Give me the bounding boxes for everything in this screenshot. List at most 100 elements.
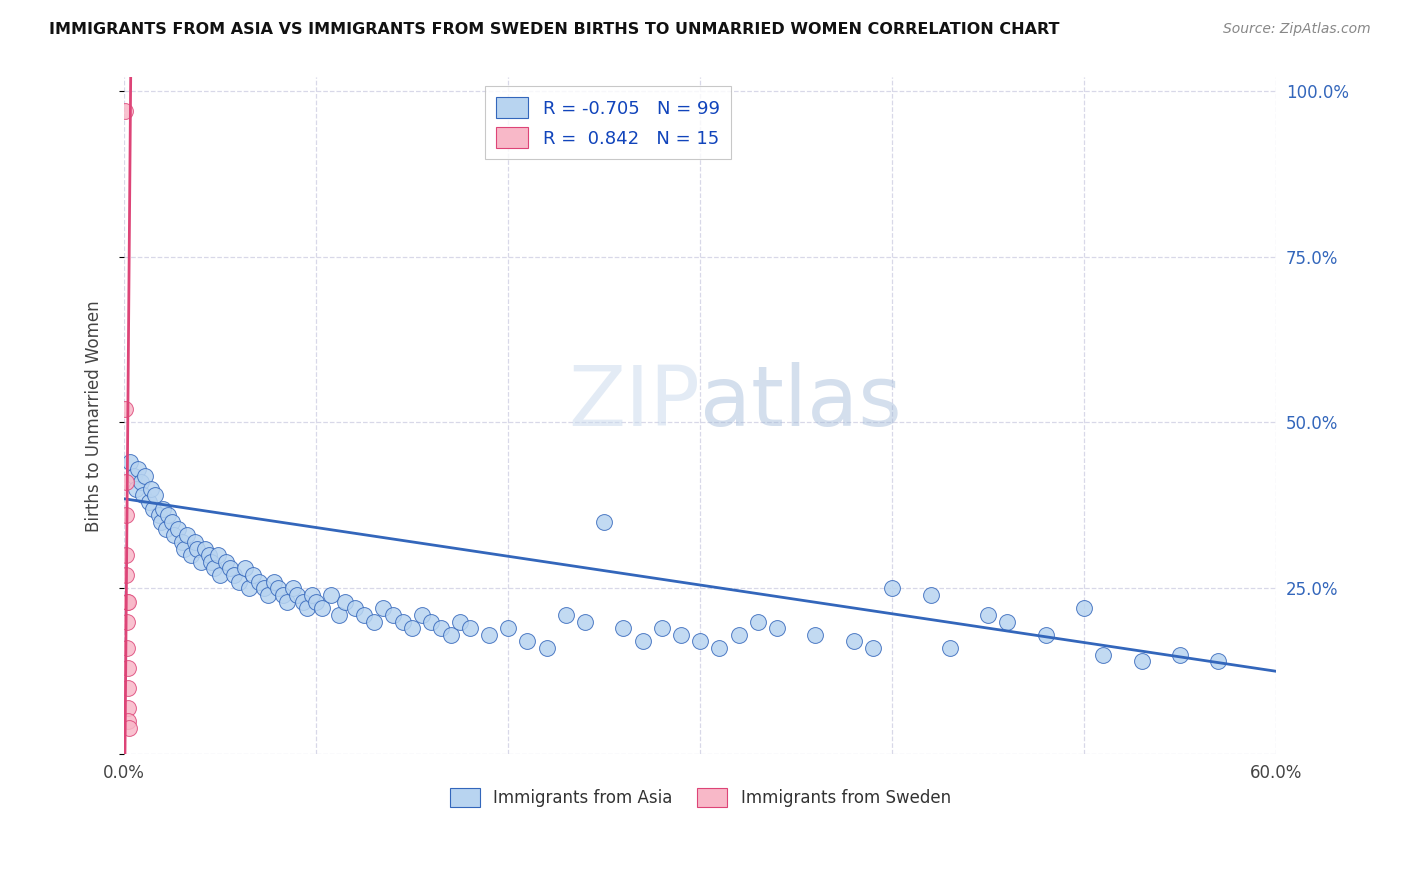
Point [202, 561, 225, 575]
Text: Source: ZipAtlas.com: Source: ZipAtlas.com [1223, 22, 1371, 37]
Point [651, 621, 673, 635]
Point [295, 601, 318, 615]
Point [155, 522, 177, 536]
Point [449, 615, 471, 629]
Point [439, 628, 461, 642]
Point [263, 574, 285, 589]
Point [842, 634, 865, 648]
Point [709, 641, 731, 656]
Point [938, 641, 960, 656]
Point [574, 615, 596, 629]
Point [333, 594, 356, 608]
Point [118, 721, 141, 735]
Point [689, 634, 711, 648]
Point [115, 508, 138, 523]
Point [381, 607, 404, 622]
Point [995, 615, 1018, 629]
Point [152, 501, 174, 516]
Point [747, 615, 769, 629]
Point [122, 468, 145, 483]
Point [301, 588, 323, 602]
Point [862, 641, 884, 656]
Point [363, 615, 385, 629]
Point [343, 601, 366, 615]
Point [536, 641, 558, 656]
Point [804, 628, 827, 642]
Point [267, 582, 290, 596]
Point [228, 574, 250, 589]
Point [124, 482, 146, 496]
Point [138, 495, 160, 509]
Point [273, 588, 295, 602]
Point [163, 528, 186, 542]
Y-axis label: Births to Unmarried Women: Births to Unmarried Women [86, 300, 103, 532]
Point [1208, 654, 1230, 668]
Point [727, 628, 749, 642]
Point [478, 628, 501, 642]
Point [117, 700, 139, 714]
Point [167, 522, 190, 536]
Point [311, 601, 333, 615]
Point [411, 607, 433, 622]
Point [114, 475, 136, 490]
Point [157, 508, 180, 523]
Point [458, 621, 481, 635]
Point [430, 621, 453, 635]
Point [170, 534, 193, 549]
Point [134, 468, 156, 483]
Point [180, 548, 202, 562]
Point [281, 582, 304, 596]
Point [115, 594, 138, 608]
Point [1035, 628, 1057, 642]
Point [612, 621, 634, 635]
Point [218, 561, 240, 575]
Point [117, 714, 139, 728]
Point [391, 615, 413, 629]
Point [115, 548, 138, 562]
Text: atlas: atlas [700, 362, 901, 442]
Point [420, 615, 443, 629]
Point [1073, 601, 1095, 615]
Point [114, 402, 136, 417]
Point [115, 641, 138, 656]
Point [305, 594, 328, 608]
Point [194, 541, 217, 556]
Point [200, 555, 222, 569]
Point [353, 607, 375, 622]
Legend: Immigrants from Asia, Immigrants from Sweden: Immigrants from Asia, Immigrants from Sw… [443, 781, 957, 814]
Point [197, 548, 219, 562]
Point [176, 528, 198, 542]
Point [321, 588, 343, 602]
Point [132, 488, 155, 502]
Point [139, 482, 162, 496]
Point [373, 601, 395, 615]
Point [131, 475, 153, 490]
Point [328, 607, 350, 622]
Point [401, 621, 423, 635]
Point [207, 548, 229, 562]
Point [215, 555, 238, 569]
Point [209, 568, 232, 582]
Point [186, 541, 208, 556]
Point [160, 515, 183, 529]
Point [190, 555, 212, 569]
Point [1168, 648, 1191, 662]
Point [253, 582, 276, 596]
Point [238, 582, 260, 596]
Point [117, 681, 139, 695]
Point [184, 534, 207, 549]
Point [143, 488, 166, 502]
Point [554, 607, 576, 622]
Text: IMMIGRANTS FROM ASIA VS IMMIGRANTS FROM SWEDEN BIRTHS TO UNMARRIED WOMEN CORRELA: IMMIGRANTS FROM ASIA VS IMMIGRANTS FROM … [49, 22, 1060, 37]
Point [669, 628, 692, 642]
Point [114, 103, 136, 118]
Point [977, 607, 1000, 622]
Point [1092, 648, 1115, 662]
Point [149, 515, 172, 529]
Point [516, 634, 538, 648]
Point [233, 561, 256, 575]
Point [496, 621, 519, 635]
Point [257, 588, 280, 602]
Point [173, 541, 195, 556]
Point [118, 455, 141, 469]
